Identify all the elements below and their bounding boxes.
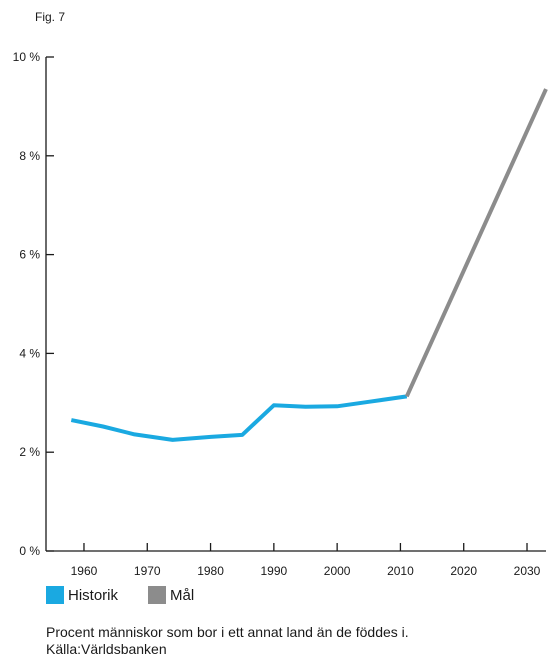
legend-swatch-historik [46, 586, 64, 604]
x-tick-label: 2000 [324, 564, 351, 578]
legend: Historik Mål [46, 586, 224, 604]
x-tick-label: 1990 [260, 564, 287, 578]
y-tick-label: 2 % [19, 445, 40, 459]
y-axis: 0 % 2 % 4 % 6 % 8 % 10 % [13, 50, 54, 558]
legend-label-mal: Mål [170, 586, 195, 604]
series-line-historik [70, 394, 408, 442]
legend-item-mal: Mål [148, 586, 194, 604]
y-tick-label: 6 % [19, 248, 40, 262]
x-tick-label: 2010 [387, 564, 414, 578]
legend-item-historik: Historik [46, 586, 118, 604]
y-tick-label: 4 % [19, 346, 40, 360]
figure-label: Fig. 7 [35, 10, 66, 24]
x-tick-label: 2020 [450, 564, 477, 578]
x-tick-label: 1970 [134, 564, 161, 578]
series-lines [70, 88, 548, 442]
series-line-mal [404, 88, 548, 398]
caption: Procent människor som bor i ett annat la… [46, 624, 546, 658]
y-tick-label: 10 % [13, 50, 41, 64]
x-tick-label: 2030 [514, 564, 541, 578]
legend-swatch-mal [148, 586, 167, 604]
x-axis: 1960 1970 1980 1990 2000 2010 2020 2030 [46, 543, 546, 578]
y-tick-label: 8 % [19, 149, 40, 163]
line-chart: 0 % 2 % 4 % 6 % 8 % 10 % 1960 1970 1980 1990 2000… [13, 50, 548, 578]
caption-description: Procent människor som bor i ett annat la… [46, 624, 409, 640]
x-tick-label: 1960 [71, 564, 98, 578]
x-tick-label: 1980 [197, 564, 224, 578]
legend-label-historik: Historik [68, 586, 119, 604]
y-tick-label: 0 % [19, 544, 40, 558]
caption-source: Källa:Världsbanken [46, 641, 167, 657]
